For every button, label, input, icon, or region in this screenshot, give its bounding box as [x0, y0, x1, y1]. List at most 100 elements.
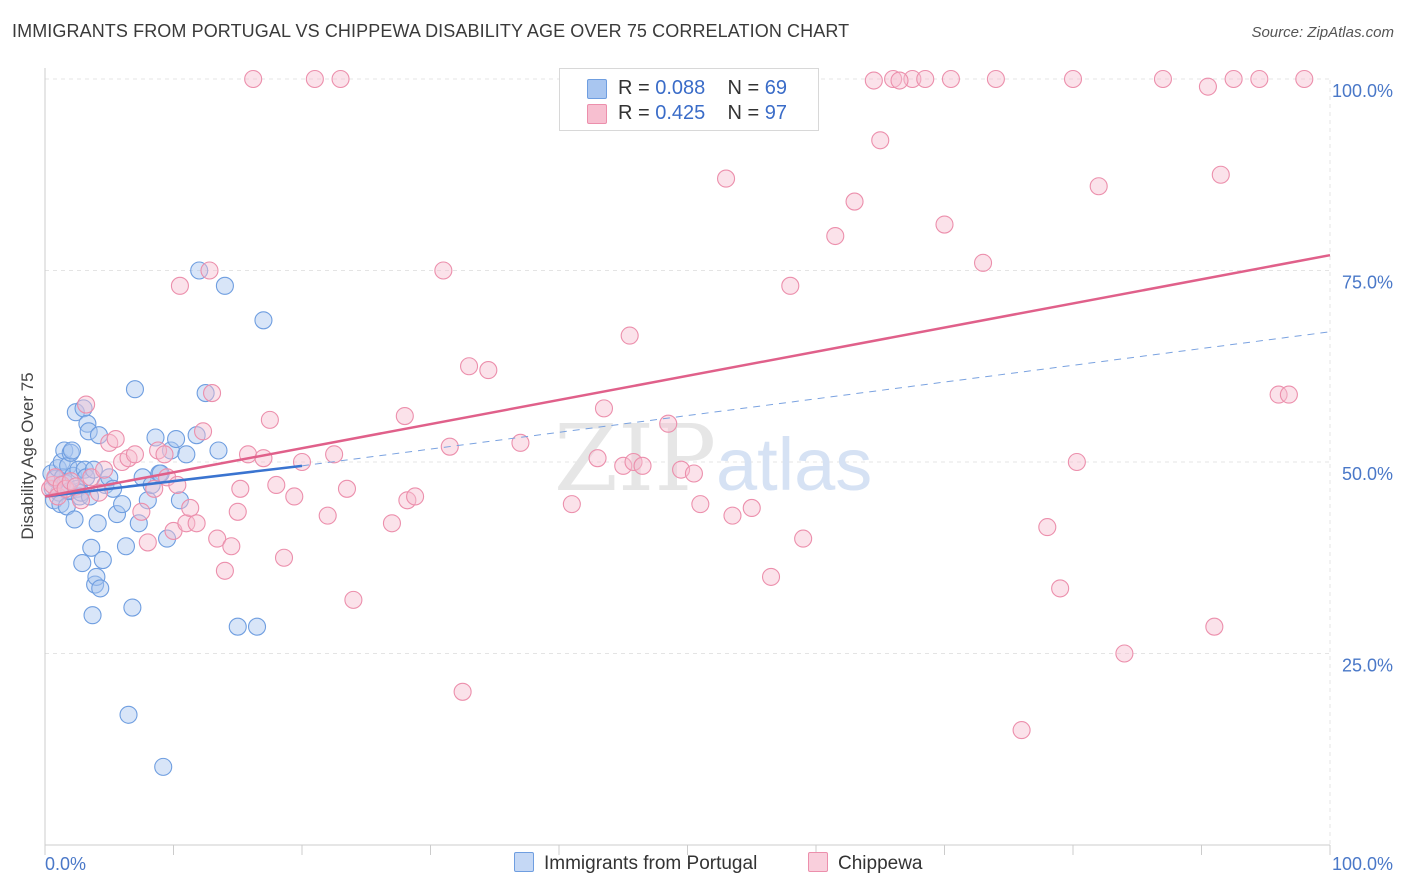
legend-r-value: 0.425 [655, 102, 706, 124]
point-portugal [79, 422, 98, 441]
y-tick-label: 75.0% [1342, 273, 1393, 293]
point-chippewa [305, 69, 324, 89]
point-chippewa [292, 452, 312, 472]
point-chippewa [222, 537, 241, 556]
point-chippewa [318, 506, 337, 525]
trendline-portugal-extension [301, 331, 1331, 467]
point-chippewa [1269, 385, 1288, 404]
point-chippewa [95, 460, 114, 479]
point-chippewa [132, 502, 151, 521]
point-chippewa [588, 449, 607, 468]
point-portugal [107, 505, 127, 524]
point-portugal [91, 579, 110, 598]
point-chippewa [1198, 77, 1217, 96]
point-chippewa [77, 395, 96, 414]
chart-source: Source: ZipAtlas.com [1251, 24, 1394, 41]
point-chippewa [633, 456, 652, 475]
point-chippewa [125, 445, 144, 464]
legend-n-value: 97 [764, 102, 788, 124]
point-chippewa [871, 131, 890, 150]
trend-layer [44, 253, 1331, 498]
point-portugal [77, 468, 96, 487]
point-chippewa [691, 495, 710, 514]
point-chippewa [215, 561, 234, 580]
point-portugal [119, 705, 138, 724]
bottom-legend-label-portugal: Immigrants from Portugal [544, 853, 758, 874]
point-chippewa [267, 475, 286, 495]
point-chippewa [285, 487, 304, 506]
legend-n-label: N = [727, 77, 760, 99]
point-chippewa [716, 169, 736, 188]
point-portugal [158, 529, 177, 548]
point-portugal [113, 495, 132, 514]
point-chippewa [479, 361, 498, 380]
point-chippewa [106, 429, 125, 449]
x-tick-label-max: 100.0% [1332, 854, 1393, 874]
point-chippewa [594, 399, 614, 418]
point-portugal [78, 414, 97, 433]
point-chippewa [845, 192, 864, 211]
point-chippewa [1279, 385, 1298, 404]
y-tick-label: 50.0% [1342, 464, 1393, 484]
legend-n-value: 69 [764, 77, 788, 99]
point-portugal [167, 429, 186, 449]
point-chippewa [231, 479, 250, 498]
point-chippewa [723, 506, 742, 525]
point-portugal [87, 567, 106, 586]
legend-r-label: R = [618, 77, 650, 99]
point-chippewa [1295, 69, 1314, 89]
point-portugal [73, 554, 92, 573]
point-portugal [123, 598, 142, 617]
point-chippewa [742, 498, 761, 518]
point-portugal [129, 514, 148, 533]
point-chippewa [884, 69, 903, 89]
point-chippewa [1038, 518, 1057, 537]
point-chippewa [624, 452, 643, 472]
point-portugal [154, 757, 173, 776]
point-chippewa [986, 69, 1005, 89]
point-chippewa [200, 261, 219, 280]
point-portugal [247, 617, 267, 636]
point-chippewa [935, 215, 954, 234]
y-axis-label: Disability Age Over 75 [18, 372, 37, 539]
x-tick-label-min: 0.0% [45, 854, 86, 874]
point-chippewa [941, 69, 960, 89]
point-chippewa [684, 464, 703, 483]
point-chippewa [1211, 165, 1230, 184]
point-portugal [116, 537, 136, 556]
trendline-chippewa [44, 253, 1331, 498]
point-chippewa [659, 414, 678, 433]
axes-layer [44, 68, 1331, 855]
point-chippewa [562, 495, 581, 514]
watermark-zip: ZIP [554, 405, 716, 512]
point-chippewa [71, 491, 91, 510]
point-chippewa [395, 406, 414, 426]
point-chippewa [761, 567, 781, 586]
point-chippewa [794, 529, 813, 548]
point-chippewa [344, 590, 363, 609]
point-chippewa [155, 445, 174, 464]
points-layer [41, 69, 1314, 776]
point-chippewa [382, 514, 402, 533]
point-portugal [190, 261, 209, 280]
point-chippewa [826, 226, 845, 246]
labels-layer: 25.0% 50.0% 75.0% 100.0% 0.0% 100.0% Disabilit… [18, 81, 1393, 874]
chart-title: IMMIGRANTS FROM PORTUGAL VS CHIPPEWA DIS… [12, 21, 850, 41]
point-portugal [82, 538, 101, 557]
point-portugal [177, 445, 196, 464]
point-chippewa [864, 71, 883, 90]
point-chippewa [61, 472, 80, 491]
point-chippewa [194, 422, 213, 441]
point-chippewa [1205, 617, 1224, 636]
point-chippewa [781, 276, 800, 295]
point-chippewa [1115, 644, 1134, 663]
point-chippewa [138, 533, 157, 552]
point-portugal [89, 426, 109, 445]
y-tick-label: 25.0% [1342, 656, 1393, 676]
point-chippewa [228, 502, 247, 521]
point-chippewa [1224, 69, 1243, 89]
point-portugal [209, 441, 228, 460]
bottom-legend-label-chippewa: Chippewa [838, 853, 923, 874]
point-chippewa [254, 449, 273, 468]
